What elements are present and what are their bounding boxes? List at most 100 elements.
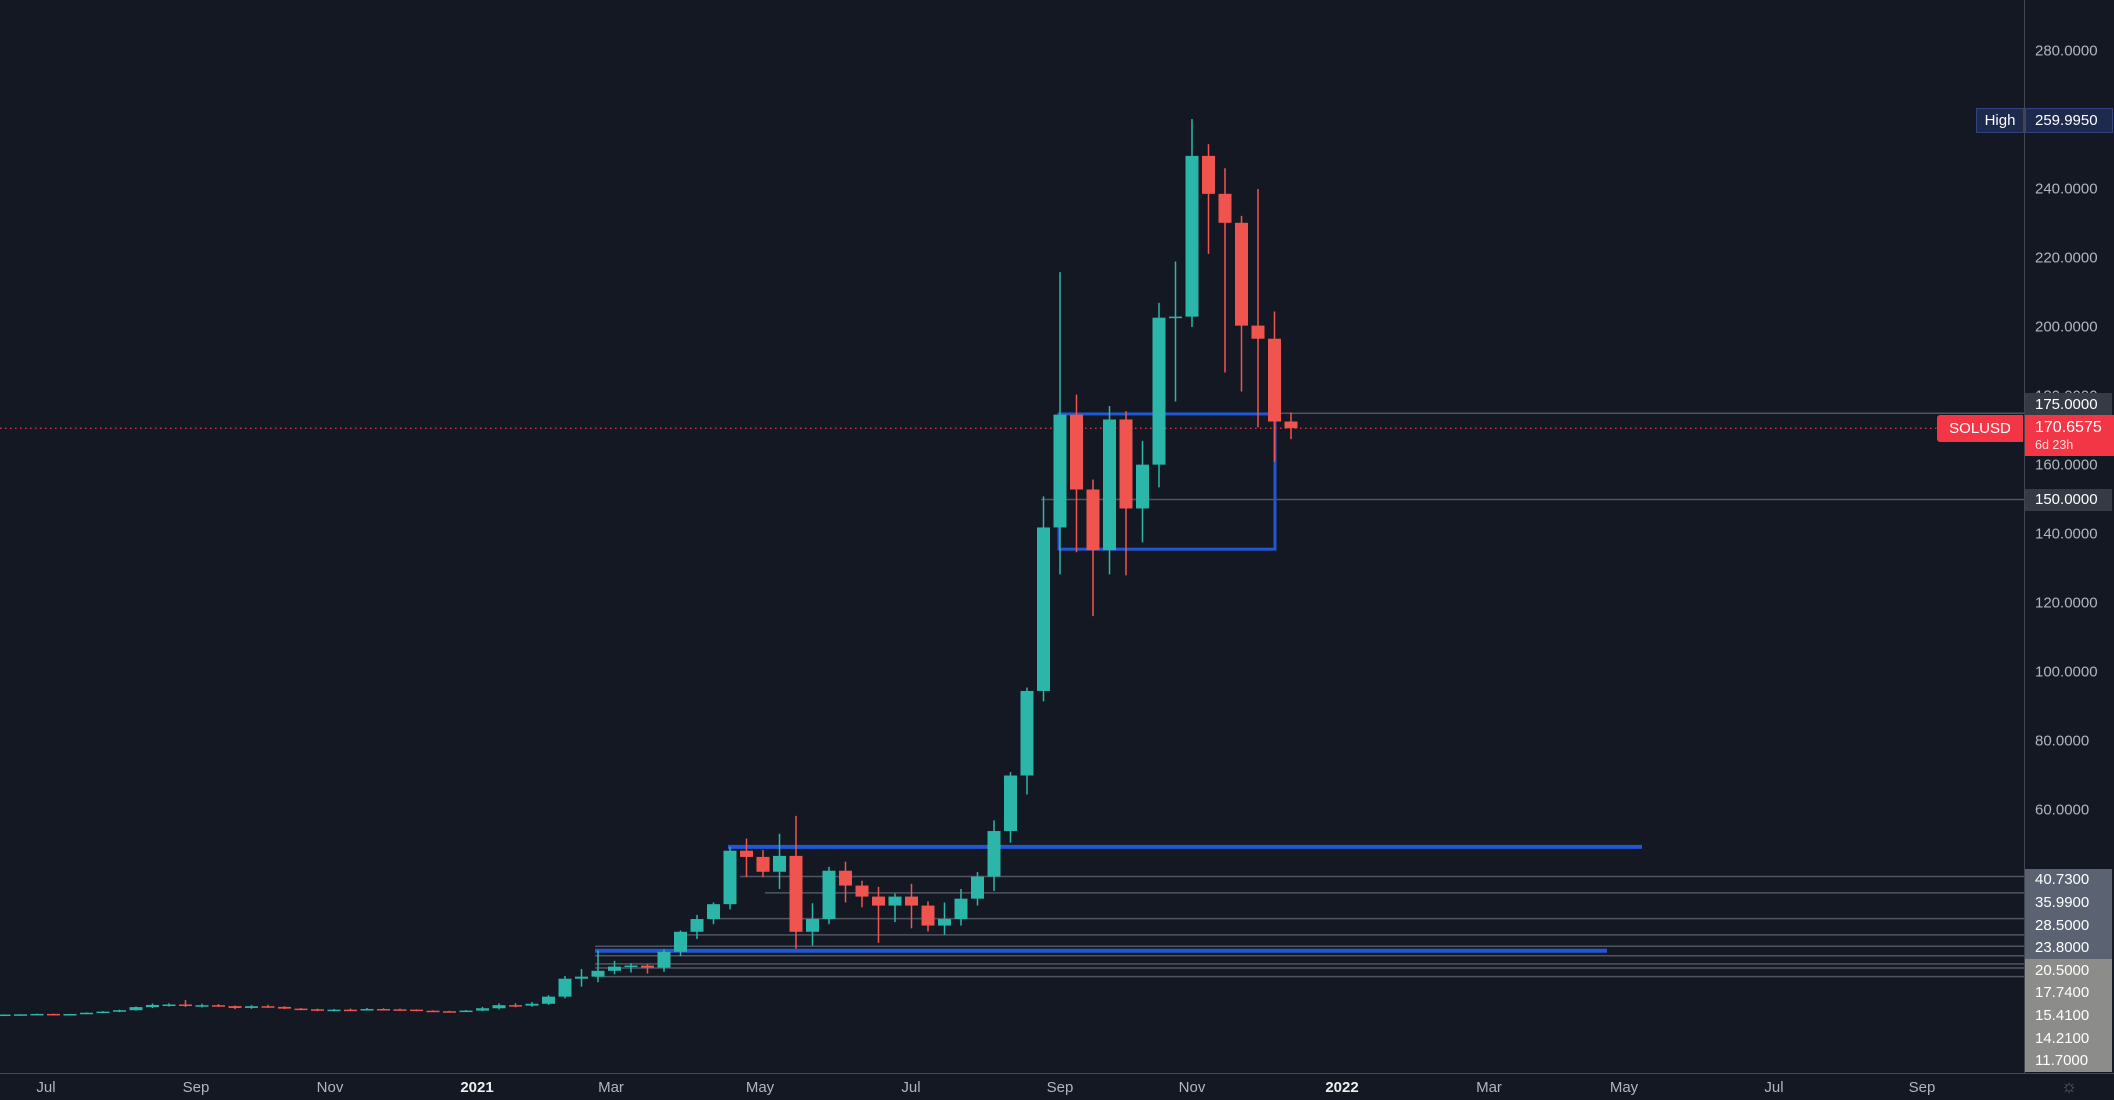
- candle-body: [294, 1008, 308, 1011]
- candle-body: [261, 1006, 275, 1008]
- high-badge-label: High: [1976, 108, 2024, 133]
- candle-body: [789, 855, 803, 932]
- candle-body: [1004, 775, 1017, 832]
- level-badge-20.5000[interactable]: 20.5000: [2025, 959, 2112, 982]
- high-badge-price: 259.9950: [2035, 112, 2098, 129]
- time-axis-label-2021[interactable]: 2021: [460, 1079, 494, 1096]
- candle-body: [525, 1003, 539, 1006]
- time-axis-label-Jul[interactable]: Jul: [1764, 1079, 1784, 1096]
- candle-body: [558, 978, 572, 997]
- time-axis-label-Sep[interactable]: Sep: [1046, 1079, 1074, 1096]
- candle-body: [393, 1009, 407, 1011]
- time-axis-label-Sep[interactable]: Sep: [1908, 1079, 1936, 1096]
- time-axis-label-May[interactable]: May: [745, 1079, 775, 1096]
- time-axis-label-May[interactable]: May: [1609, 1079, 1639, 1096]
- candle-body: [855, 885, 869, 897]
- candle-body: [146, 1004, 159, 1008]
- level-badge-23.8000[interactable]: 23.8000: [2025, 936, 2112, 959]
- candle-body: [377, 1008, 390, 1011]
- candle-body: [674, 931, 687, 952]
- candle-body: [360, 1008, 374, 1011]
- level-badge-14.2100[interactable]: 14.2100: [2025, 1026, 2112, 1050]
- candle-body: [113, 1010, 126, 1012]
- price-tick-label: 140.0000: [2035, 525, 2098, 543]
- candle-body: [1152, 317, 1166, 465]
- bar-close-countdown: 6d 23h: [2035, 438, 2074, 452]
- candle-body: [822, 870, 836, 920]
- candle-body: [459, 1010, 473, 1013]
- candle-body: [806, 919, 819, 932]
- candle-body: [245, 1006, 258, 1008]
- time-axis-label-Mar[interactable]: Mar: [1476, 1079, 1502, 1096]
- candle-body: [954, 898, 968, 920]
- axis-settings-icon[interactable]: ☼: [2060, 1076, 2078, 1096]
- time-axis-label-2022[interactable]: 2022: [1325, 1079, 1359, 1096]
- candle-body: [1053, 414, 1067, 528]
- candle-body: [707, 904, 720, 920]
- candle-body: [311, 1009, 324, 1011]
- current-price-badge[interactable]: 170.6575 6d 23h: [2025, 415, 2114, 456]
- symbol-name: SOLUSD: [1949, 420, 2011, 437]
- candle-body: [492, 1005, 506, 1009]
- candle-body: [1103, 419, 1116, 551]
- candle-body: [690, 919, 704, 932]
- price-tick-label: 120.0000: [2035, 594, 2098, 612]
- level-badge-15.4100[interactable]: 15.4100: [2025, 1004, 2112, 1027]
- candle-body: [905, 896, 918, 906]
- candle-body: [212, 1005, 225, 1007]
- candle-body: [1070, 414, 1083, 490]
- price-tick-label: 160.0000: [2035, 456, 2098, 474]
- level-badge-28.5000[interactable]: 28.5000: [2025, 913, 2112, 937]
- price-tick-label: 80.0000: [2035, 732, 2090, 750]
- time-axis-label-Mar[interactable]: Mar: [598, 1079, 624, 1096]
- high-badge-value: 259.9950: [2025, 108, 2113, 133]
- candle-body: [162, 1004, 176, 1007]
- candle-body: [888, 896, 902, 906]
- price-tick-label: 200.0000: [2035, 318, 2098, 336]
- candle-body: [195, 1005, 209, 1007]
- level-badge-40.7300[interactable]: 40.7300: [2025, 868, 2112, 892]
- candle-body: [1136, 464, 1149, 509]
- candle-body: [47, 1013, 60, 1016]
- candle-body: [773, 855, 786, 872]
- candle-body: [971, 876, 984, 899]
- candle-body: [1202, 155, 1215, 194]
- candle-body: [179, 1004, 192, 1007]
- price-tick-label: 240.0000: [2035, 180, 2098, 198]
- time-axis-label-Jul[interactable]: Jul: [901, 1079, 921, 1096]
- candle-body: [96, 1011, 110, 1014]
- candle-body: [443, 1011, 456, 1013]
- time-axis-label-Nov[interactable]: Nov: [316, 1079, 344, 1096]
- time-axis-label-Nov[interactable]: Nov: [1178, 1079, 1206, 1096]
- level-badge-175.0000[interactable]: 175.0000: [2025, 393, 2112, 415]
- candle-body: [0, 1014, 11, 1017]
- candle-body: [63, 1014, 77, 1016]
- candle-body: [344, 1009, 357, 1012]
- candle-body: [740, 850, 753, 857]
- candle-body: [1218, 193, 1232, 223]
- price-tick-label: 280.0000: [2035, 42, 2098, 60]
- candle-body: [624, 965, 638, 968]
- time-axis-label-Sep[interactable]: Sep: [182, 1079, 210, 1096]
- current-price-value: 170.6575: [2035, 419, 2102, 436]
- time-axis-label-Jul[interactable]: Jul: [36, 1079, 56, 1096]
- candle-body: [80, 1012, 93, 1015]
- candle-body: [921, 905, 935, 926]
- price-tick-label: 100.0000: [2035, 663, 2098, 681]
- candle-body: [938, 919, 951, 926]
- candle-body: [129, 1007, 143, 1011]
- level-badge-11.7000[interactable]: 11.7000: [2025, 1049, 2112, 1072]
- price-tick-label: 60.0000: [2035, 801, 2090, 819]
- candle-body: [1037, 527, 1050, 691]
- candle-body: [542, 996, 555, 1004]
- candle-body: [327, 1009, 341, 1012]
- candle-body: [1169, 316, 1182, 319]
- level-badge-150.0000[interactable]: 150.0000: [2025, 488, 2112, 511]
- symbol-price-label[interactable]: SOLUSD: [1937, 415, 2023, 442]
- candle-body: [1185, 155, 1199, 317]
- candle-body: [30, 1013, 44, 1016]
- level-badge-35.9900[interactable]: 35.9900: [2025, 891, 2112, 914]
- level-badge-17.7400[interactable]: 17.7400: [2025, 981, 2112, 1005]
